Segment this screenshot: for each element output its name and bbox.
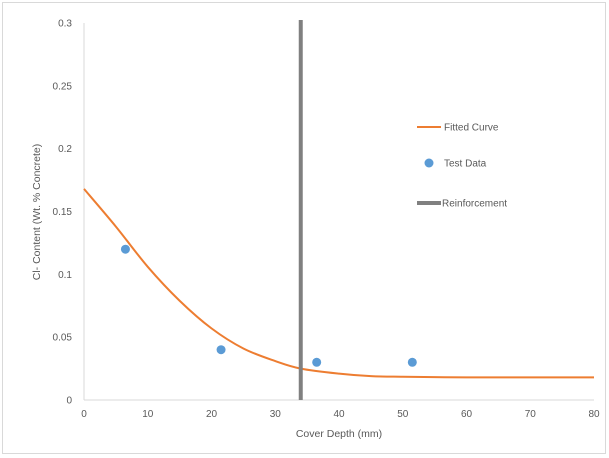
x-tick-label: 0 (81, 409, 87, 420)
tick-labels: 0 10 20 30 40 50 60 70 80 0 0.05 0.1 0.15 0.2 0.25 0.3 (53, 19, 600, 421)
x-tick-label: 40 (333, 409, 345, 420)
axes (83, 23, 594, 401)
x-tick-label: 30 (270, 409, 282, 420)
x-tick-label: 50 (397, 409, 409, 420)
x-axis-title: Cover Depth (mm) (296, 428, 382, 440)
chart-area (2, 2, 606, 454)
y-tick-label: 0.15 (53, 207, 73, 218)
x-tick-label: 60 (461, 409, 473, 420)
y-tick-label: 0.2 (58, 144, 72, 155)
legend: Fitted Curve Test Data Reinforcement (417, 123, 507, 210)
legend-swatch-test-data (424, 158, 434, 168)
y-tick-label: 0 (66, 396, 72, 407)
test-data-point (312, 357, 322, 367)
y-tick-label: 0.25 (53, 81, 73, 92)
legend-label-reinforcement: Reinforcement (442, 199, 507, 210)
test-data-point (120, 244, 130, 254)
x-tick-label: 70 (525, 409, 537, 420)
y-tick-label: 0.05 (53, 333, 73, 344)
x-tick-label: 10 (142, 409, 154, 420)
x-tick-label: 80 (588, 409, 600, 420)
legend-label-test-data: Test Data (444, 159, 487, 170)
y-tick-label: 0.3 (58, 19, 72, 30)
legend-label-fitted-curve: Fitted Curve (444, 123, 499, 134)
test-data-point (407, 357, 417, 367)
plot-series (83, 20, 594, 400)
test-data-point (216, 345, 226, 355)
fitted-curve-line (83, 188, 594, 379)
x-tick-label: 20 (206, 409, 218, 420)
y-tick-label: 0.1 (58, 270, 72, 281)
y-axis-title: Cl- Content (Wt. % Concrete) (31, 144, 43, 281)
